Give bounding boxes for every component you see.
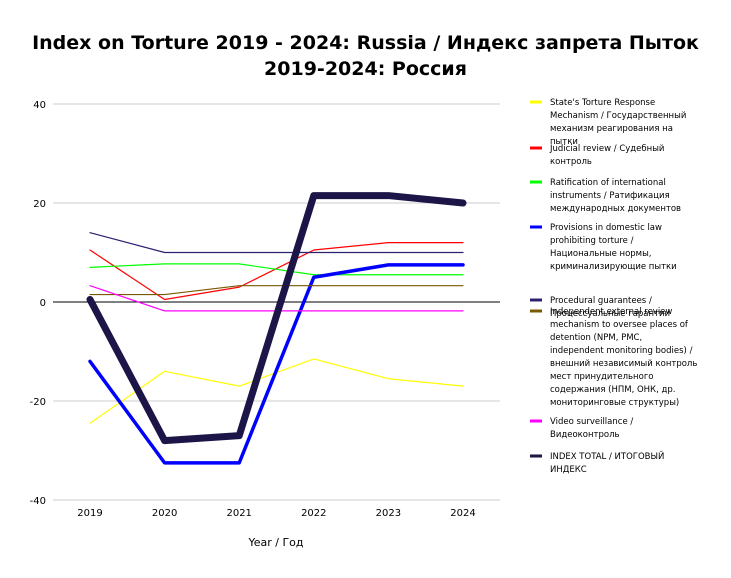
legend-entry: Ratification of international instruments… (550, 178, 681, 214)
y-tick-label: -20 (30, 397, 46, 408)
axes: 40 20 0 -20 -40 2019 2020 2021 2022 2023 2024 (30, 100, 476, 519)
x-axis-label: Year / Год (247, 536, 303, 549)
chart-title: Index on Torture 2019 - 2024: Russia / И… (32, 32, 699, 80)
series-line-5 (89, 285, 464, 296)
x-tick-label: 2019 (77, 508, 102, 519)
series-line-1 (89, 242, 464, 301)
legend-entry: INDEX TOTAL / ИТОГОВЫЙ ИНДЕКС (550, 450, 664, 475)
legend-entry: Provisions in domestic law prohibiting to… (550, 223, 677, 272)
x-tick-label: 2024 (450, 508, 475, 519)
y-tick-label: 20 (33, 199, 46, 210)
series-line-3 (88, 263, 465, 465)
legend-entry: Video surveillance / Видеоконтроль (550, 417, 633, 440)
y-tick-label: 0 (40, 298, 46, 309)
x-tick-label: 2021 (226, 508, 251, 519)
y-tick-label: 40 (33, 100, 46, 111)
legend: State's Torture Response Mechanism / Госу… (530, 98, 697, 475)
x-tick-label: 2023 (376, 508, 401, 519)
legend-entry: State's Torture Response Mechanism / Госу… (550, 98, 686, 147)
series-line-4 (89, 232, 464, 254)
x-tick-label: 2022 (301, 508, 326, 519)
grid-lines (53, 103, 500, 501)
series-line-7 (86, 192, 467, 445)
legend-entry: Independent external review mechanism to … (550, 307, 697, 408)
series-lines (86, 192, 467, 465)
legend-entry: Procedural guarantees / Процессуальные га… (550, 296, 670, 319)
y-tick-label: -40 (30, 496, 46, 507)
legend-entry: Judicial review / Судебный контроль (549, 144, 664, 167)
series-line-2 (89, 263, 464, 276)
x-tick-label: 2020 (152, 508, 177, 519)
